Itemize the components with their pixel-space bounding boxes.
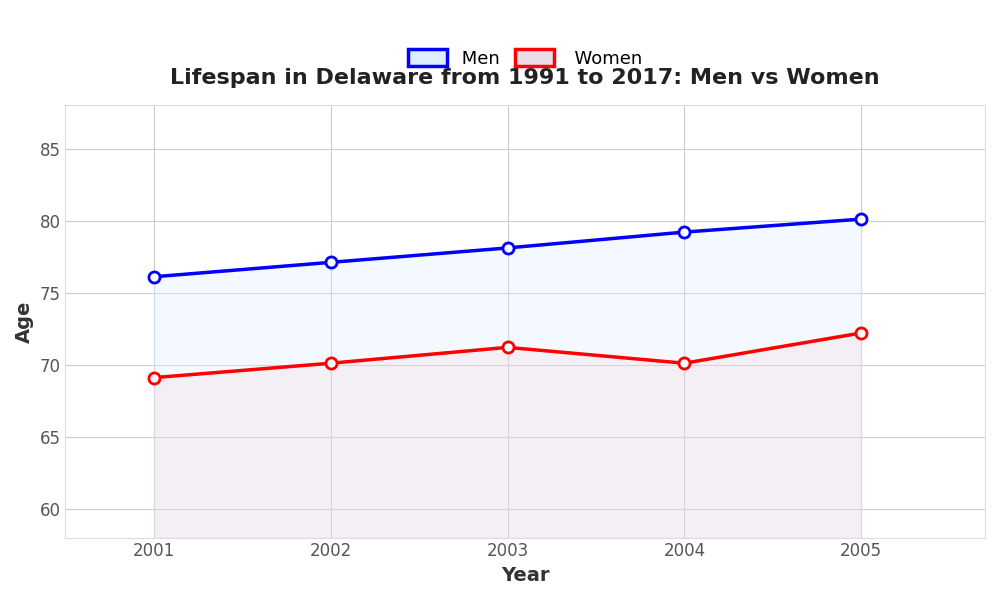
X-axis label: Year: Year <box>501 566 549 585</box>
Legend:  Men,   Women: Men, Women <box>408 49 643 68</box>
Title: Lifespan in Delaware from 1991 to 2017: Men vs Women: Lifespan in Delaware from 1991 to 2017: … <box>170 68 880 88</box>
Y-axis label: Age: Age <box>15 300 34 343</box>
